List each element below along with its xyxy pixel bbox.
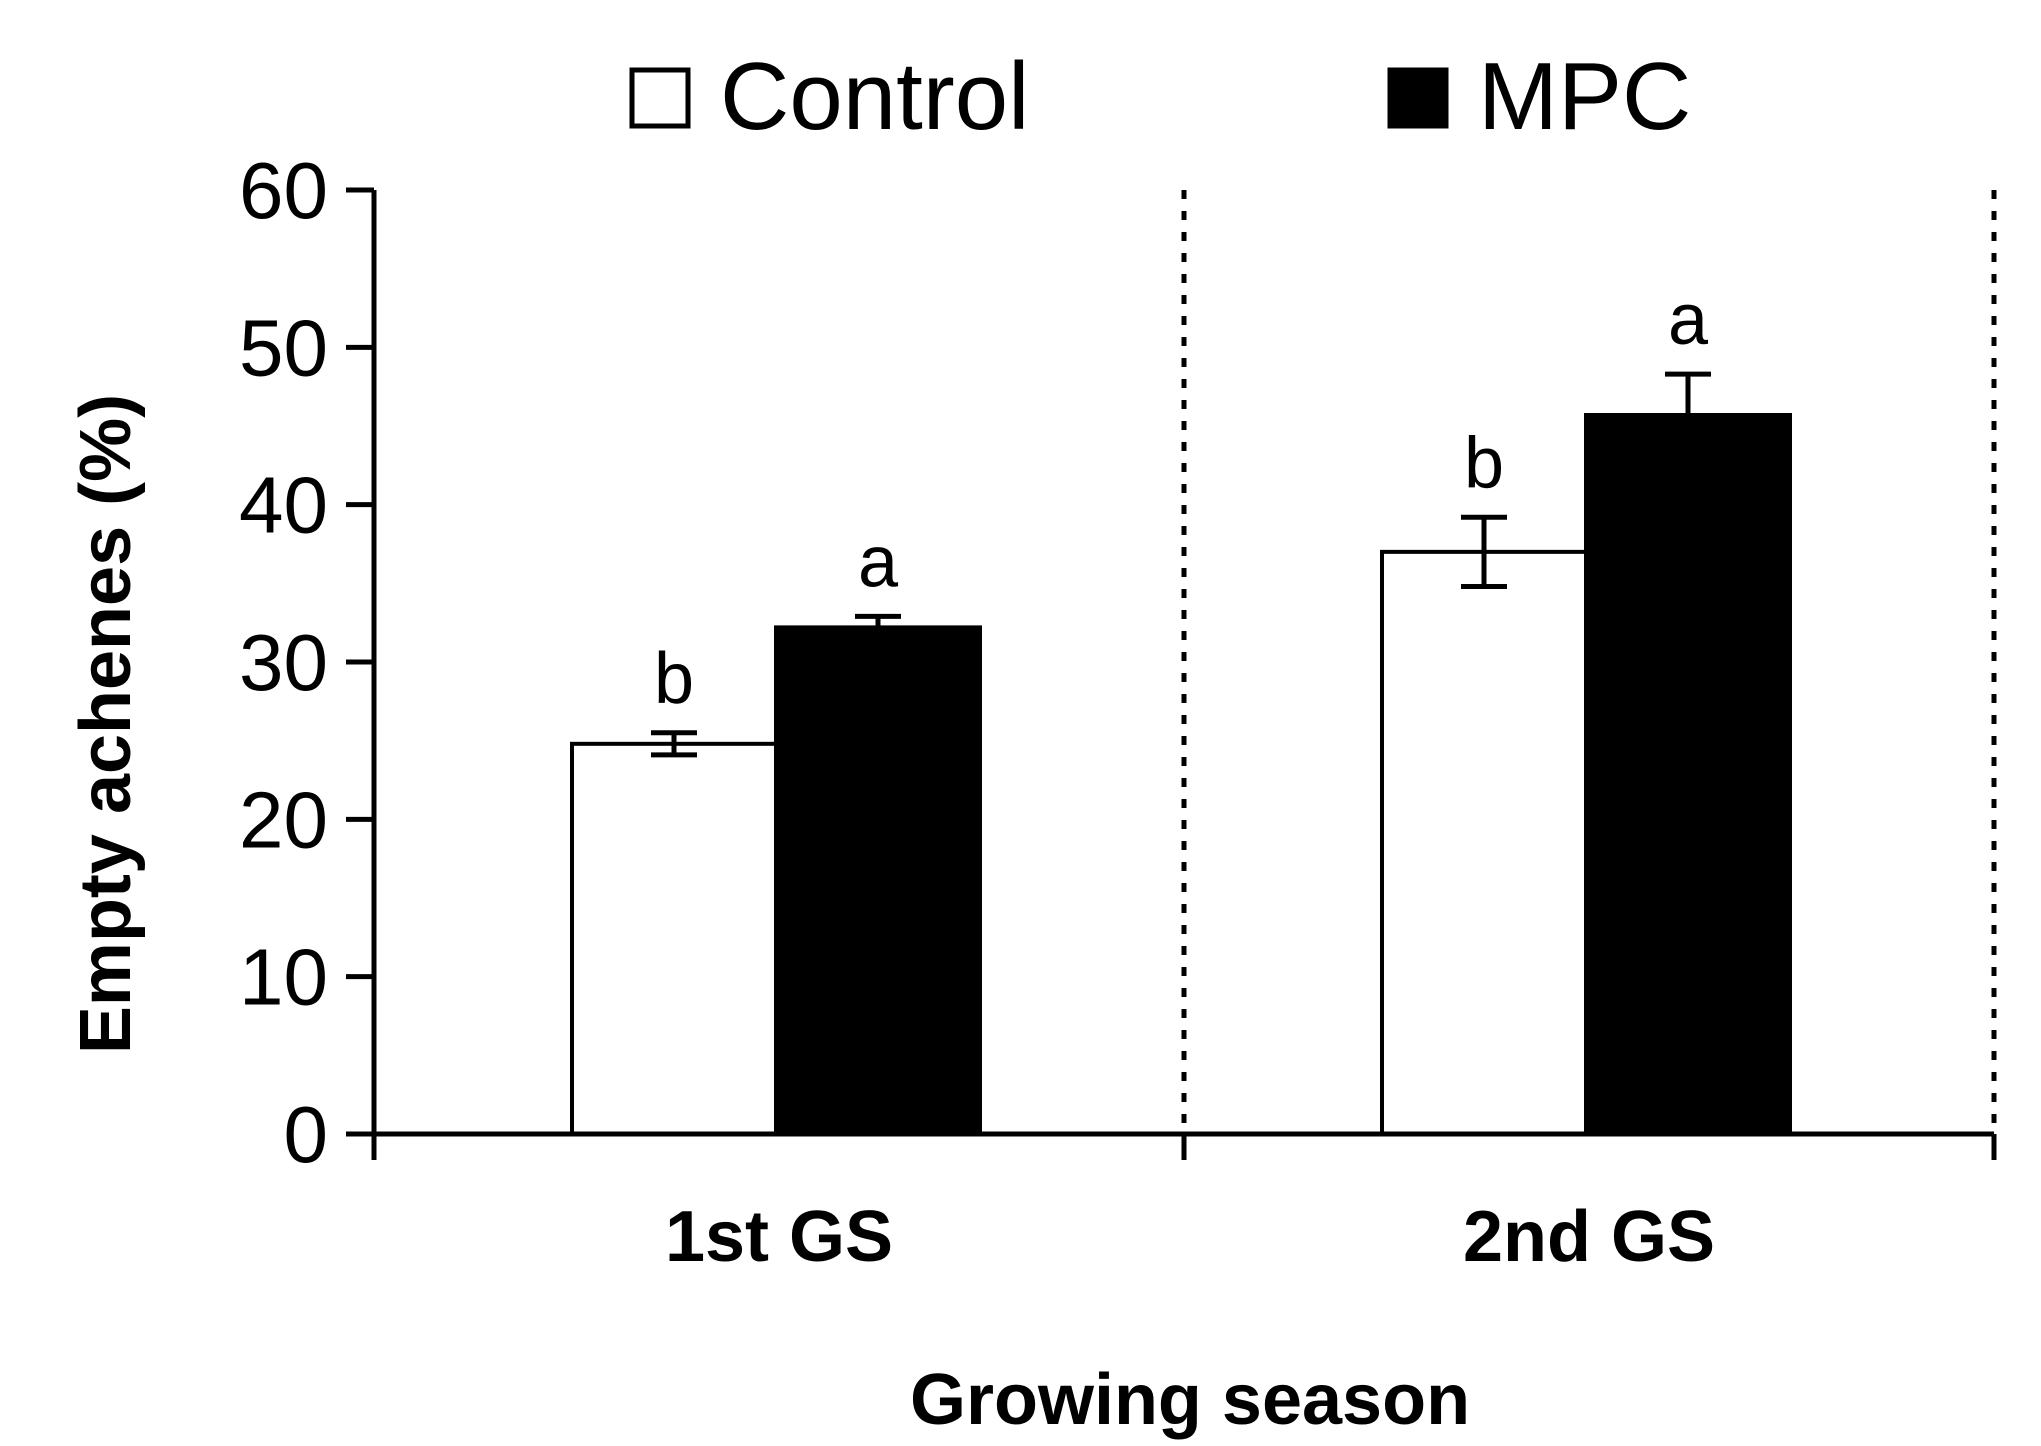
bar-mpc-2 bbox=[1584, 412, 1792, 1136]
significance-letter-mpc-1: a bbox=[858, 522, 899, 602]
y-tick-label-40: 40 bbox=[239, 461, 328, 550]
error-bars bbox=[651, 371, 1711, 758]
y-ticks: 0 10 20 30 40 50 60 bbox=[239, 146, 374, 1179]
significance-letter-control-2: b bbox=[1464, 423, 1504, 503]
y-tick-label-20: 20 bbox=[239, 775, 328, 864]
significance-letters: b a b a bbox=[654, 280, 1709, 719]
y-tick-label-30: 30 bbox=[239, 618, 328, 707]
bar-control-1 bbox=[570, 741, 778, 1137]
y-tick-label-60: 60 bbox=[239, 146, 328, 235]
x-tick-label-2: 2nd GS bbox=[1463, 1197, 1715, 1277]
y-tick-label-0: 0 bbox=[284, 1090, 329, 1179]
legend: Control MPC bbox=[629, 43, 1691, 150]
y-tick-label-50: 50 bbox=[239, 303, 328, 392]
legend-label-control: Control bbox=[720, 43, 1029, 150]
significance-letter-mpc-2: a bbox=[1668, 280, 1709, 360]
legend-label-mpc: MPC bbox=[1478, 43, 1691, 150]
bars bbox=[570, 412, 1792, 1137]
x-ticks: 1st GS 2nd GS bbox=[371, 1134, 1997, 1277]
y-tick-label-10: 10 bbox=[239, 933, 328, 1022]
bar-control-2 bbox=[1380, 549, 1588, 1136]
x-axis-title: Growing season bbox=[910, 1360, 1470, 1440]
legend-swatch-control bbox=[629, 67, 691, 129]
significance-letter-control-1: b bbox=[654, 639, 694, 719]
legend-swatch-mpc bbox=[1387, 67, 1449, 129]
bar-mpc-1 bbox=[774, 625, 982, 1136]
y-axis-title: Empty achenes (%) bbox=[66, 394, 146, 1054]
x-tick-label-1: 1st GS bbox=[665, 1197, 893, 1277]
